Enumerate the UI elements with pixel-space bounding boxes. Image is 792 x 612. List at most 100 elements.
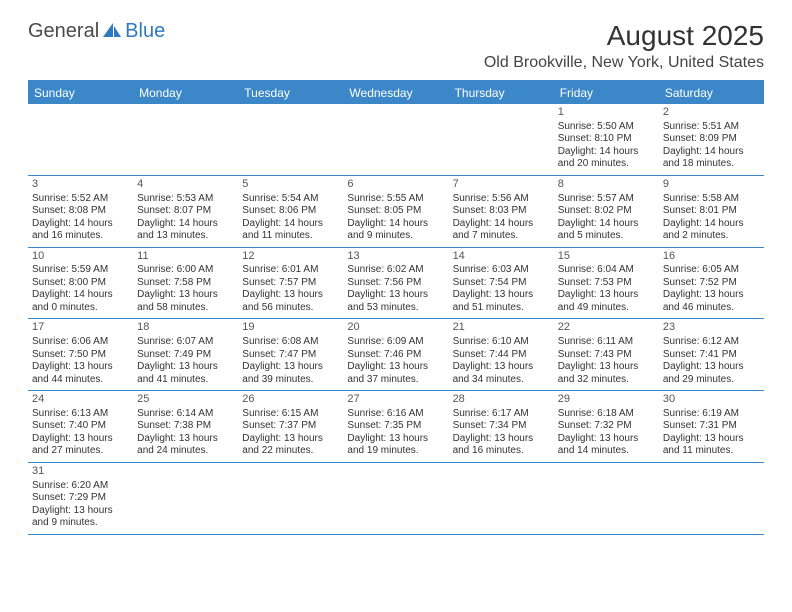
sunset-text: Sunset: 7:35 PM (347, 420, 444, 433)
day-number: 26 (242, 393, 339, 407)
daylight-text: Daylight: 13 hours and 53 minutes. (347, 289, 444, 314)
sunset-text: Sunset: 8:08 PM (32, 205, 129, 218)
logo-text-1: General (28, 20, 99, 43)
sunrise-text: Sunrise: 6:17 AM (453, 408, 550, 421)
sunrise-text: Sunrise: 6:01 AM (242, 264, 339, 277)
day-cell: 5Sunrise: 5:54 AMSunset: 8:06 PMDaylight… (238, 176, 343, 247)
day-number: 15 (558, 250, 655, 264)
day-number: 8 (558, 178, 655, 192)
day-header: Tuesday (238, 82, 343, 104)
day-header: Thursday (449, 82, 554, 104)
day-cell: 30Sunrise: 6:19 AMSunset: 7:31 PMDayligh… (659, 391, 764, 462)
daylight-text: Daylight: 13 hours and 19 minutes. (347, 433, 444, 458)
day-cell: 8Sunrise: 5:57 AMSunset: 8:02 PMDaylight… (554, 176, 659, 247)
sunset-text: Sunset: 7:37 PM (242, 420, 339, 433)
day-cell (133, 463, 238, 534)
sunrise-text: Sunrise: 6:02 AM (347, 264, 444, 277)
sunrise-text: Sunrise: 6:19 AM (663, 408, 760, 421)
day-number: 24 (32, 393, 129, 407)
sunset-text: Sunset: 8:03 PM (453, 205, 550, 218)
sunset-text: Sunset: 8:09 PM (663, 133, 760, 146)
daylight-text: Daylight: 13 hours and 11 minutes. (663, 433, 760, 458)
sunrise-text: Sunrise: 6:12 AM (663, 336, 760, 349)
day-cell (449, 463, 554, 534)
sunset-text: Sunset: 7:58 PM (137, 277, 234, 290)
day-number: 12 (242, 250, 339, 264)
daylight-text: Daylight: 14 hours and 20 minutes. (558, 146, 655, 171)
day-cell (449, 104, 554, 175)
day-number: 10 (32, 250, 129, 264)
day-cell: 1Sunrise: 5:50 AMSunset: 8:10 PMDaylight… (554, 104, 659, 175)
logo: General Blue (28, 20, 165, 43)
day-cell: 28Sunrise: 6:17 AMSunset: 7:34 PMDayligh… (449, 391, 554, 462)
day-number: 20 (347, 321, 444, 335)
day-cell: 3Sunrise: 5:52 AMSunset: 8:08 PMDaylight… (28, 176, 133, 247)
day-cell (28, 104, 133, 175)
day-cell (659, 463, 764, 534)
daylight-text: Daylight: 14 hours and 13 minutes. (137, 218, 234, 243)
daylight-text: Daylight: 13 hours and 46 minutes. (663, 289, 760, 314)
daylight-text: Daylight: 14 hours and 9 minutes. (347, 218, 444, 243)
day-cell: 21Sunrise: 6:10 AMSunset: 7:44 PMDayligh… (449, 319, 554, 390)
day-cell: 16Sunrise: 6:05 AMSunset: 7:52 PMDayligh… (659, 248, 764, 319)
sunrise-text: Sunrise: 6:08 AM (242, 336, 339, 349)
daylight-text: Daylight: 13 hours and 29 minutes. (663, 361, 760, 386)
day-header: Wednesday (343, 82, 448, 104)
sunset-text: Sunset: 7:56 PM (347, 277, 444, 290)
sunrise-text: Sunrise: 6:05 AM (663, 264, 760, 277)
sunrise-text: Sunrise: 5:52 AM (32, 193, 129, 206)
daylight-text: Daylight: 13 hours and 37 minutes. (347, 361, 444, 386)
daylight-text: Daylight: 13 hours and 14 minutes. (558, 433, 655, 458)
day-number: 29 (558, 393, 655, 407)
day-cell: 19Sunrise: 6:08 AMSunset: 7:47 PMDayligh… (238, 319, 343, 390)
day-cell: 13Sunrise: 6:02 AMSunset: 7:56 PMDayligh… (343, 248, 448, 319)
sunset-text: Sunset: 8:06 PM (242, 205, 339, 218)
day-cell: 4Sunrise: 5:53 AMSunset: 8:07 PMDaylight… (133, 176, 238, 247)
day-cell: 26Sunrise: 6:15 AMSunset: 7:37 PMDayligh… (238, 391, 343, 462)
daylight-text: Daylight: 13 hours and 44 minutes. (32, 361, 129, 386)
sunrise-text: Sunrise: 6:18 AM (558, 408, 655, 421)
day-cell: 23Sunrise: 6:12 AMSunset: 7:41 PMDayligh… (659, 319, 764, 390)
day-cell (554, 463, 659, 534)
day-number: 27 (347, 393, 444, 407)
daylight-text: Daylight: 13 hours and 58 minutes. (137, 289, 234, 314)
sunset-text: Sunset: 8:07 PM (137, 205, 234, 218)
sunrise-text: Sunrise: 6:07 AM (137, 336, 234, 349)
header: General Blue August 2025 Old Brookville,… (28, 20, 764, 72)
daylight-text: Daylight: 13 hours and 56 minutes. (242, 289, 339, 314)
location: Old Brookville, New York, United States (484, 54, 764, 72)
day-cell: 25Sunrise: 6:14 AMSunset: 7:38 PMDayligh… (133, 391, 238, 462)
sunrise-text: Sunrise: 5:51 AM (663, 121, 760, 134)
sunrise-text: Sunrise: 5:54 AM (242, 193, 339, 206)
sunset-text: Sunset: 7:54 PM (453, 277, 550, 290)
sunset-text: Sunset: 7:40 PM (32, 420, 129, 433)
sunset-text: Sunset: 7:34 PM (453, 420, 550, 433)
daylight-text: Daylight: 14 hours and 2 minutes. (663, 218, 760, 243)
sunrise-text: Sunrise: 6:15 AM (242, 408, 339, 421)
day-cell: 6Sunrise: 5:55 AMSunset: 8:05 PMDaylight… (343, 176, 448, 247)
week-row: 3Sunrise: 5:52 AMSunset: 8:08 PMDaylight… (28, 176, 764, 248)
sail-icon (101, 21, 123, 39)
day-number: 31 (32, 465, 129, 479)
sunrise-text: Sunrise: 6:03 AM (453, 264, 550, 277)
sunrise-text: Sunrise: 5:55 AM (347, 193, 444, 206)
sunrise-text: Sunrise: 6:13 AM (32, 408, 129, 421)
sunrise-text: Sunrise: 6:10 AM (453, 336, 550, 349)
calendar: Sunday Monday Tuesday Wednesday Thursday… (28, 80, 764, 535)
day-cell (238, 104, 343, 175)
day-number: 1 (558, 106, 655, 120)
sunset-text: Sunset: 8:10 PM (558, 133, 655, 146)
day-number: 6 (347, 178, 444, 192)
day-header: Monday (133, 82, 238, 104)
sunset-text: Sunset: 7:49 PM (137, 349, 234, 362)
sunrise-text: Sunrise: 5:56 AM (453, 193, 550, 206)
day-number: 16 (663, 250, 760, 264)
daylight-text: Daylight: 13 hours and 51 minutes. (453, 289, 550, 314)
day-cell: 14Sunrise: 6:03 AMSunset: 7:54 PMDayligh… (449, 248, 554, 319)
day-cell: 9Sunrise: 5:58 AMSunset: 8:01 PMDaylight… (659, 176, 764, 247)
logo-text-2: Blue (125, 20, 165, 43)
week-row: 31Sunrise: 6:20 AMSunset: 7:29 PMDayligh… (28, 463, 764, 535)
sunset-text: Sunset: 7:57 PM (242, 277, 339, 290)
sunset-text: Sunset: 7:44 PM (453, 349, 550, 362)
day-cell: 7Sunrise: 5:56 AMSunset: 8:03 PMDaylight… (449, 176, 554, 247)
